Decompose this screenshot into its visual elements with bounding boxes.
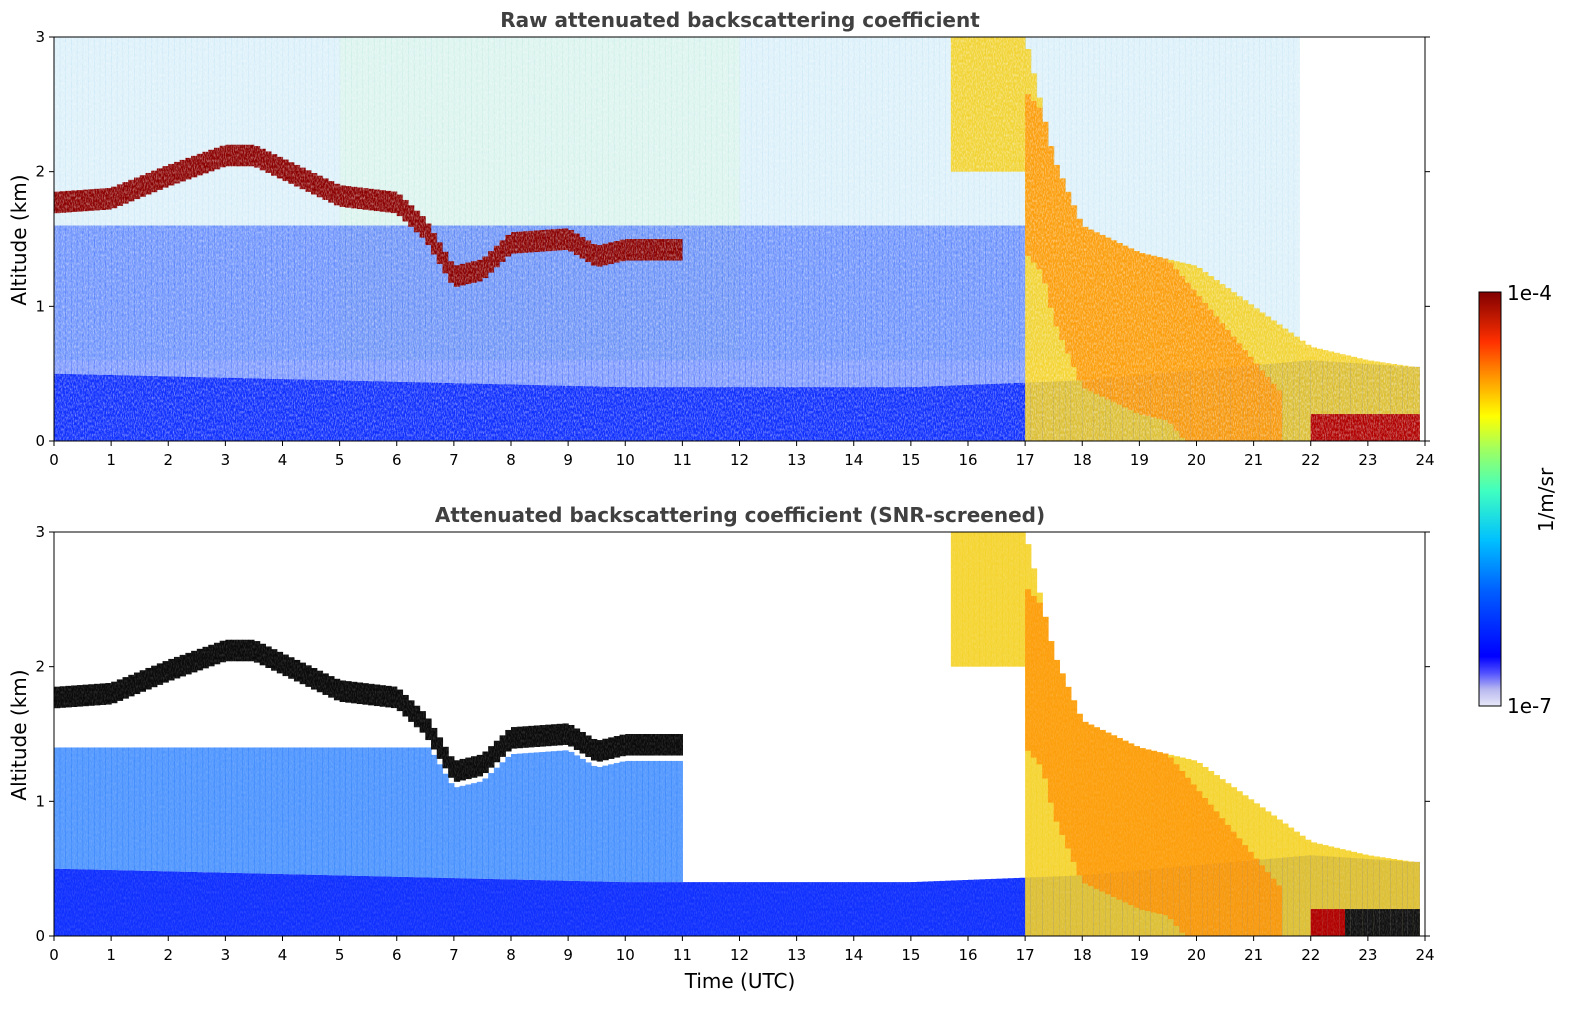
x-tick-label: 2	[163, 946, 173, 964]
x-tick-label: 10	[616, 946, 635, 964]
x-tick-label: 16	[958, 946, 977, 964]
x-ticks: 0 1 2 3 4 5 6 7 8 9 10 11 12 13 14 15 16 17 18 19 20 21 22 23 24	[49, 936, 1435, 964]
plot-area	[53, 36, 1426, 442]
panel-title: Raw attenuated backscattering coefficien…	[500, 8, 980, 32]
x-tick-label: 23	[1358, 946, 1377, 964]
x-tick-label: 18	[1073, 946, 1092, 964]
y-tick-label: 3	[35, 28, 45, 46]
x-tick-label: 9	[563, 451, 573, 469]
speckle-overlay	[54, 37, 1425, 441]
x-tick-label: 2	[163, 451, 173, 469]
x-tick-label: 20	[1187, 946, 1206, 964]
x-tick-label: 22	[1301, 451, 1320, 469]
panel-screened: Attenuated backscattering coefficient (S…	[7, 503, 1435, 993]
panel-raw: Raw attenuated backscattering coefficien…	[7, 8, 1435, 469]
panel-title: Attenuated backscattering coefficient (S…	[435, 503, 1045, 527]
y-tick-label: 0	[35, 432, 45, 450]
x-tick-label: 6	[392, 451, 402, 469]
x-tick-label: 8	[506, 946, 516, 964]
x-tick-label: 13	[787, 451, 806, 469]
plot-area	[53, 531, 1426, 937]
x-tick-label: 4	[278, 946, 288, 964]
x-tick-label: 15	[901, 946, 920, 964]
x-tick-label: 8	[506, 451, 516, 469]
y-tick-label: 2	[35, 658, 45, 676]
x-ticks: 0 1 2 3 4 5 6 7 8 9 10 11 12 13 14 15 16 17 18 19 20 21 22 23 24	[49, 441, 1435, 469]
x-tick-label: 17	[1016, 946, 1035, 964]
x-tick-label: 0	[49, 946, 59, 964]
x-tick-label: 21	[1244, 451, 1263, 469]
x-tick-label: 14	[844, 451, 863, 469]
speckle-overlay	[54, 532, 1425, 936]
x-tick-label: 3	[221, 451, 231, 469]
y-ticks: 0 1 2 3	[35, 523, 1430, 945]
x-tick-label: 13	[787, 946, 806, 964]
colorbar-min-label: 1e-7	[1507, 694, 1552, 718]
x-tick-label: 11	[673, 451, 692, 469]
x-axis-label: Time (UTC)	[684, 969, 796, 993]
y-tick-label: 3	[35, 523, 45, 541]
y-tick-label: 2	[35, 163, 45, 181]
x-tick-label: 5	[335, 451, 345, 469]
x-tick-label: 7	[449, 946, 459, 964]
x-tick-label: 1	[106, 451, 116, 469]
x-tick-label: 20	[1187, 451, 1206, 469]
x-tick-label: 22	[1301, 946, 1320, 964]
x-tick-label: 19	[1130, 451, 1149, 469]
x-tick-label: 16	[958, 451, 977, 469]
x-tick-label: 1	[106, 946, 116, 964]
x-tick-label: 24	[1415, 451, 1434, 469]
y-tick-label: 1	[35, 297, 45, 315]
x-tick-label: 10	[616, 451, 635, 469]
x-tick-label: 7	[449, 451, 459, 469]
x-tick-label: 14	[844, 946, 863, 964]
y-tick-label: 0	[35, 927, 45, 945]
x-tick-label: 21	[1244, 946, 1263, 964]
y-axis-label: Altitude (km)	[7, 669, 31, 800]
x-tick-label: 4	[278, 451, 288, 469]
colorbar-max-label: 1e-4	[1507, 281, 1552, 305]
colorbar-gradient	[1478, 291, 1502, 707]
x-tick-label: 23	[1358, 451, 1377, 469]
x-tick-label: 17	[1016, 451, 1035, 469]
colorbar: 1e-4 1e-7 1/m/sr	[1478, 281, 1558, 718]
x-tick-label: 24	[1415, 946, 1434, 964]
x-tick-label: 0	[49, 451, 59, 469]
colorbar-unit-label: 1/m/sr	[1534, 467, 1558, 532]
x-tick-label: 19	[1130, 946, 1149, 964]
x-tick-label: 12	[730, 946, 749, 964]
x-tick-label: 15	[901, 451, 920, 469]
y-ticks: 0 1 2 3	[35, 28, 1430, 450]
x-tick-label: 3	[221, 946, 231, 964]
x-tick-label: 11	[673, 946, 692, 964]
x-tick-label: 12	[730, 451, 749, 469]
x-tick-label: 5	[335, 946, 345, 964]
y-axis-label: Altitude (km)	[7, 174, 31, 305]
x-tick-label: 9	[563, 946, 573, 964]
y-tick-label: 1	[35, 792, 45, 810]
x-tick-label: 6	[392, 946, 402, 964]
x-tick-label: 18	[1073, 451, 1092, 469]
